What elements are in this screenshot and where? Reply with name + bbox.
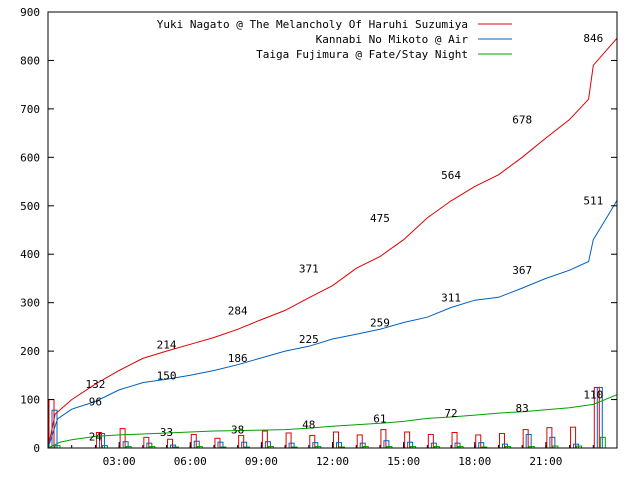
data-label: 371 — [299, 262, 319, 275]
data-label: 186 — [228, 352, 248, 365]
data-label: 150 — [157, 369, 177, 382]
data-label: 72 — [444, 407, 457, 420]
hourly-bars — [48, 386, 606, 449]
data-label: 846 — [583, 32, 603, 45]
x-tick-label: 21:00 — [529, 455, 562, 468]
x-tick-label: 18:00 — [458, 455, 491, 468]
legend: Yuki Nagato @ The Melancholy Of Haruhi S… — [157, 18, 512, 61]
data-label: 284 — [228, 304, 248, 317]
series-line — [47, 394, 618, 449]
y-tick-label: 900 — [20, 6, 40, 19]
y-tick-label: 0 — [33, 442, 40, 455]
x-tick-label: 12:00 — [316, 455, 349, 468]
y-tick-label: 700 — [20, 103, 40, 116]
series-lines — [47, 37, 618, 449]
y-tick-label: 100 — [20, 394, 40, 407]
data-label: 311 — [441, 291, 461, 304]
data-label: 225 — [299, 333, 319, 346]
data-label: 38 — [231, 424, 244, 437]
data-label: 83 — [516, 402, 529, 415]
series-line — [47, 37, 618, 449]
legend-label: Taiga Fujimura @ Fate/Stay Night — [256, 48, 468, 61]
x-tick-label: 09:00 — [245, 455, 278, 468]
x-tick-label: 06:00 — [174, 455, 207, 468]
data-label: 33 — [160, 426, 173, 439]
plot-frame — [47, 11, 618, 449]
data-label: 110 — [583, 389, 603, 402]
data-label: 367 — [512, 264, 532, 277]
data-label: 564 — [441, 169, 461, 182]
data-labels: 132 214 284 371 475 564 678 846 96 150 186 225 259 31… — [85, 32, 603, 443]
y-tick-label: 500 — [20, 200, 40, 213]
data-label: 132 — [85, 378, 105, 391]
series-line — [47, 200, 618, 449]
data-label: 48 — [302, 419, 315, 432]
data-label: 475 — [370, 212, 390, 225]
axes: 0 100 200 300 400 500 600 700 800 900 03:00 06:00 09… — [20, 6, 618, 468]
y-tick-label: 200 — [20, 345, 40, 358]
data-label: 511 — [583, 194, 603, 207]
y-tick-label: 400 — [20, 248, 40, 261]
data-label: 96 — [89, 395, 102, 408]
data-label: 61 — [373, 412, 386, 425]
y-tick-label: 600 — [20, 151, 40, 164]
legend-label: Kannabi No Mikoto @ Air — [316, 33, 469, 46]
x-tick-label: 03:00 — [103, 455, 136, 468]
data-label: 24 — [89, 430, 103, 443]
data-label: 214 — [157, 338, 177, 351]
data-label: 259 — [370, 317, 390, 330]
x-tick-label: 15:00 — [387, 455, 420, 468]
y-tick-label: 300 — [20, 297, 40, 310]
data-label: 678 — [512, 114, 532, 127]
y-tick-label: 800 — [20, 54, 40, 67]
legend-label: Yuki Nagato @ The Melancholy Of Haruhi S… — [157, 18, 468, 31]
